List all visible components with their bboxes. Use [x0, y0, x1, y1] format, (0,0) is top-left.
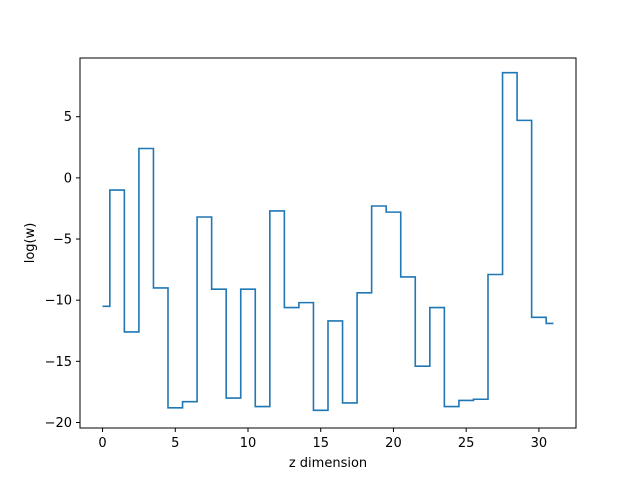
x-axis-label: z dimension — [289, 456, 367, 471]
y-axis-label: log(w) — [23, 223, 38, 264]
plot-area — [102, 71, 554, 412]
x-tick-label: 30 — [531, 436, 548, 451]
y-tick-label: −10 — [45, 294, 72, 309]
y-tick-label: 0 — [64, 171, 72, 186]
plot-frame — [79, 57, 577, 429]
x-tick-label: 5 — [171, 436, 179, 451]
y-tick-label: −15 — [45, 355, 72, 370]
x-tick-label: 10 — [240, 436, 257, 451]
y-tick-label: −5 — [53, 233, 72, 248]
x-tick-label: 25 — [458, 436, 475, 451]
y-tick-label: −20 — [45, 416, 72, 431]
series-step-line — [102, 71, 554, 412]
x-tick-label: 15 — [312, 436, 329, 451]
y-tick-label: 5 — [64, 110, 72, 125]
axis-ticks: 0 5 10 15 20 25 30 −20 −15 −10 −5 0 5 — [45, 110, 548, 451]
x-tick-label: 20 — [385, 436, 402, 451]
x-tick-label: 0 — [98, 436, 106, 451]
